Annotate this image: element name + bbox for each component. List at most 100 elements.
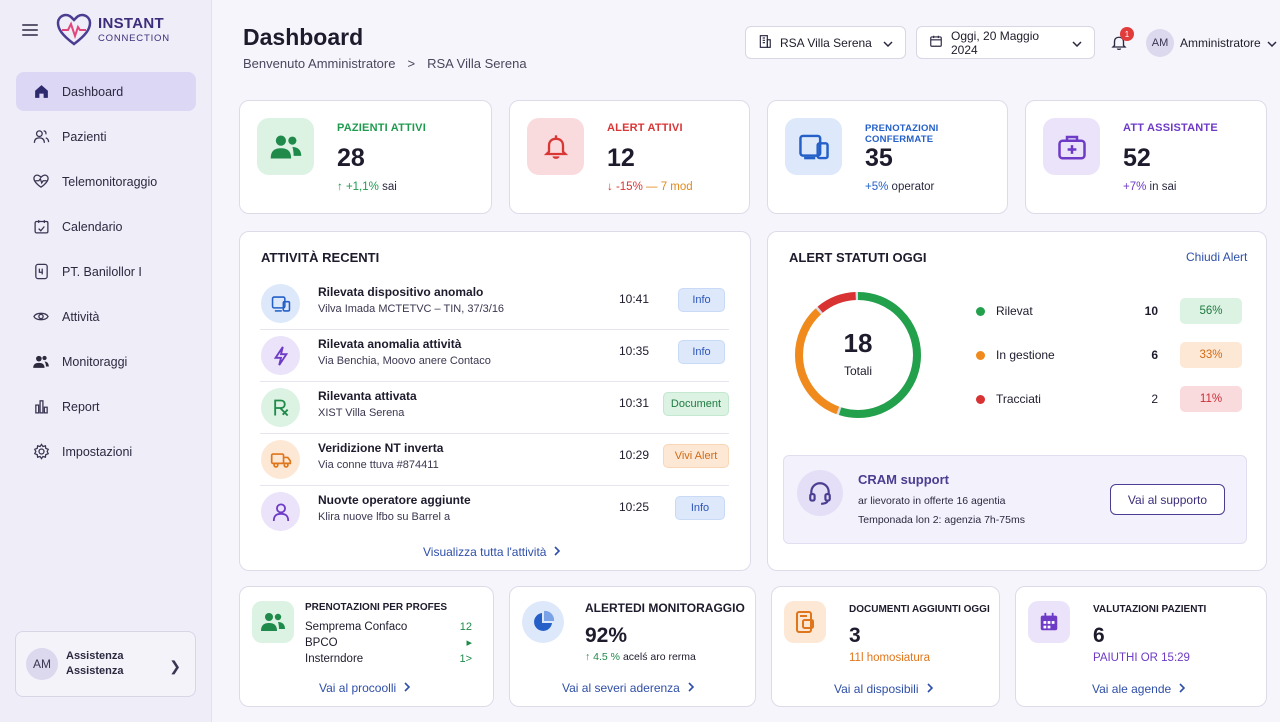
chevron-right-icon <box>554 545 561 559</box>
card-subtitle: 11l homosiatura <box>849 652 930 664</box>
sidebar-item-calendario[interactable]: Calendario <box>16 207 196 246</box>
activity-tag[interactable]: Info <box>678 288 725 312</box>
sidebar-support-card[interactable]: AM Assistenza Assistenza ❯ <box>15 631 196 697</box>
legend-dot <box>976 395 985 404</box>
sidebar-item-report[interactable]: Report <box>16 387 196 426</box>
sidebar-item-impostazioni[interactable]: Impostazioni <box>16 432 196 471</box>
card-delta: ↑ 4.5 % <box>585 651 621 663</box>
link-label: Vai al disposibili <box>834 682 919 696</box>
sidebar-item-dashboard[interactable]: Dashboard <box>16 72 196 111</box>
activity-row[interactable]: Rilevata anomalia attività Via Benchia, … <box>260 330 729 382</box>
tablet-icon <box>32 263 50 281</box>
view-all-activity-link[interactable]: Visualizza tutta l'attività <box>423 545 561 559</box>
bell-icon[interactable] <box>1110 33 1128 57</box>
document-icon <box>784 601 826 643</box>
activity-tag[interactable]: Info <box>675 496 725 520</box>
support-line-1: Assistenza <box>66 650 124 662</box>
devices-icon <box>785 118 842 175</box>
date-select[interactable]: Oggi, 20 Maggio 2024 <box>916 26 1095 59</box>
link-label: Visualizza tutta l'attività <box>423 545 547 559</box>
calendar-icon <box>32 218 50 236</box>
chevron-right-icon <box>688 681 694 695</box>
prenotazioni-values: 12 ▸ 1> <box>450 619 472 667</box>
chevron-right-icon <box>1179 682 1186 696</box>
protocols-link[interactable]: Vai al procoolli <box>319 681 411 695</box>
prenotazioni-row-label: Insterndore <box>305 653 364 665</box>
prescription-icon <box>261 388 300 427</box>
section-title: ATTIVITÀ RECENTI <box>261 250 380 265</box>
kpi-delta-value: ↓ -15% <box>607 181 643 193</box>
adherence-link[interactable]: Vai al severi aderenza <box>562 681 694 695</box>
kpi-card-alert[interactable]: ALERT ATTIVI 12 ↓ -15% — 7 mod <box>509 100 750 214</box>
devices-link[interactable]: Vai al disposibili <box>834 682 933 696</box>
users-icon <box>252 601 294 643</box>
donut-segment-1 <box>795 292 921 418</box>
activity-row[interactable]: Rilevanta attivata XIST Villa Serena 10:… <box>260 382 729 434</box>
kpi-card-assistante[interactable]: ATT ASSISTANTE 52 +7% in sai <box>1025 100 1267 214</box>
sidebar-item-attivita[interactable]: Attività <box>16 297 196 336</box>
breadcrumb: Benvenuto Amministratore > RSA Villa Ser… <box>243 56 527 71</box>
bell-icon <box>527 118 584 175</box>
date-select-value: Oggi, 20 Maggio 2024 <box>951 28 1040 57</box>
sidebar-item-label: Impostazioni <box>62 444 133 459</box>
eye-icon <box>32 308 50 326</box>
prenotazioni-labels: Semprema Confaco BPCO Insterndore <box>305 619 407 667</box>
sidebar-item-monitoraggi[interactable]: Monitoraggi <box>16 342 196 381</box>
activity-tag[interactable]: Document <box>663 392 729 416</box>
alert-legend-row[interactable]: Rilevat 10 56% <box>974 298 1242 324</box>
activity-row[interactable]: Veridizione NT inverta Via conne ttuva #… <box>260 434 729 486</box>
facility-select[interactable]: RSA Villa Serena <box>745 26 906 59</box>
kpi-label: PRENOTAZIONI CONFERMATE <box>865 123 939 145</box>
link-label: Vai al procoolli <box>319 681 397 695</box>
kpi-delta-suffix: in sai <box>1149 181 1177 193</box>
kpi-value: 12 <box>607 144 635 172</box>
card-title: DOCUMENTI AGGIUNTI OGGI <box>849 604 990 615</box>
kpi-delta-extra: — 7 mod <box>646 181 693 193</box>
sidebar-nav: Dashboard Pazienti Telemonitoraggio Cale… <box>16 72 196 477</box>
kpi-card-prenotazioni[interactable]: PRENOTAZIONI CONFERMATE 35 +5% operator <box>767 100 1008 214</box>
sidebar-item-pt-banilollor[interactable]: PT. Banilollor I <box>16 252 196 291</box>
sidebar-item-label: Monitoraggi <box>62 354 128 369</box>
kpi-label: ATT ASSISTANTE <box>1123 122 1218 134</box>
activity-time: 10:29 <box>619 448 650 462</box>
legend-count: 2 <box>1151 392 1158 406</box>
kpi-card-pazienti[interactable]: PAZIENTI ATTIVI 28 ↑ +1,1% sai <box>239 100 492 214</box>
breadcrumb-facility[interactable]: RSA Villa Serena <box>427 56 527 71</box>
users-icon <box>257 118 314 175</box>
users-icon <box>32 128 50 146</box>
sidebar-item-telemonitoraggio[interactable]: Telemonitoraggio <box>16 162 196 201</box>
activity-tag[interactable]: Vivi Alert <box>663 444 729 468</box>
support-line-2: Temponada lon 2: agenzia 7h-75ms <box>858 514 1025 526</box>
close-alert-link[interactable]: Chiudi Alert <box>1186 250 1248 264</box>
activity-time: 10:25 <box>619 500 650 514</box>
legend-name: Tracciati <box>996 392 1041 406</box>
user-menu[interactable]: AM Amministratore <box>1146 29 1277 57</box>
medical-kit-icon <box>1043 118 1100 175</box>
link-label: Vai al severi aderenza <box>562 681 680 695</box>
prenotazioni-row-value: ▸ <box>466 637 472 649</box>
prenotazioni-row-label: BPCO <box>305 637 338 649</box>
facility-select-value: RSA Villa Serena <box>780 35 872 50</box>
legend-name: Rilevat <box>996 304 1033 318</box>
documenti-card: DOCUMENTI AGGIUNTI OGGI 3 11l homosiatur… <box>771 586 1000 707</box>
kpi-delta: ↑ +1,1% sai <box>337 181 397 193</box>
alert-legend-row[interactable]: In gestione 6 33% <box>974 342 1242 368</box>
activity-row[interactable]: Rilevata dispositivo anomalo Vilva Imada… <box>260 278 729 330</box>
activity-time: 10:41 <box>619 292 650 306</box>
alert-legend-row[interactable]: Tracciati 2 11% <box>974 386 1242 412</box>
activity-tag[interactable]: Info <box>678 340 725 364</box>
hamburger-menu-icon[interactable] <box>22 24 38 36</box>
activity-subtitle: Klira nuove lfbo su Barrel a <box>318 511 451 523</box>
kpi-delta-suffix: sai <box>382 181 397 193</box>
chevron-down-icon <box>1072 36 1082 50</box>
card-subtitle: PAIUTHI OR 15:29 <box>1093 652 1190 664</box>
activity-row[interactable]: Nuovte operatore aggiunte Klira nuove lf… <box>260 486 729 538</box>
kpi-value: 52 <box>1123 144 1151 172</box>
card-value: 3 <box>849 624 861 647</box>
heartbeat-icon <box>32 173 50 191</box>
brand-logo[interactable]: INSTANT CONNECTION <box>56 12 196 48</box>
sidebar-item-pazienti[interactable]: Pazienti <box>16 117 196 156</box>
legend-dot <box>976 307 985 316</box>
agenda-link[interactable]: Vai ale agende <box>1092 682 1186 696</box>
go-to-support-button[interactable]: Vai al supporto <box>1110 484 1225 515</box>
